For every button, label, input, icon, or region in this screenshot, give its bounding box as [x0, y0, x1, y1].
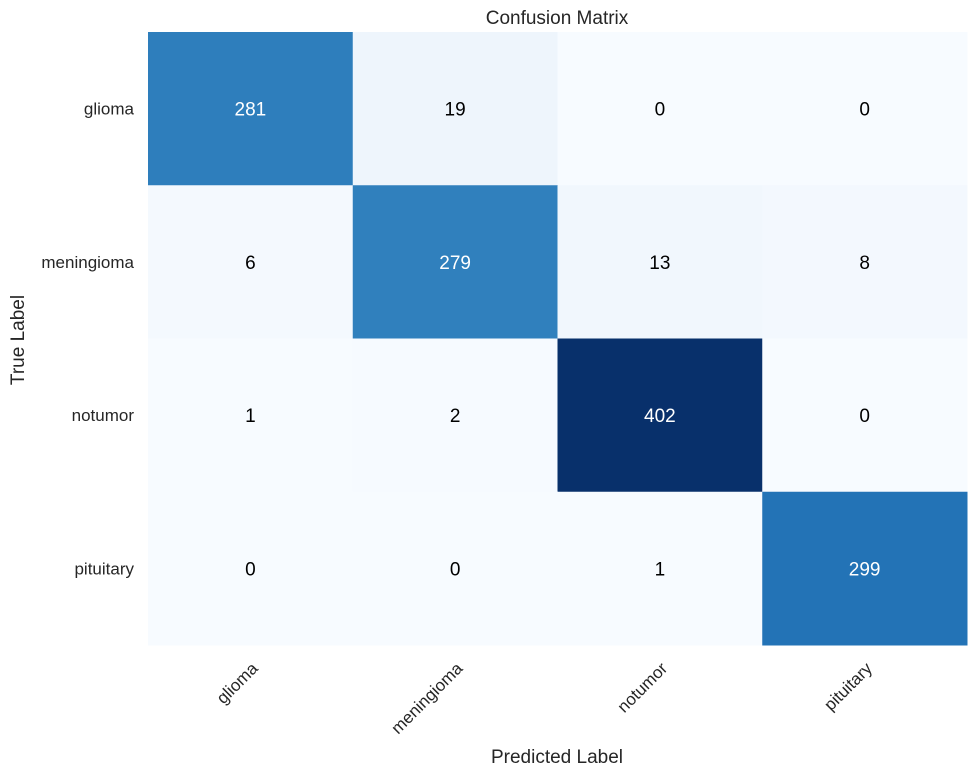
y-axis-title: True Label [8, 295, 29, 385]
heatmap-cell [557, 32, 763, 186]
heatmap-cell [557, 185, 763, 339]
heatmap-cell-value: 1 [245, 406, 256, 427]
heatmap-cell [557, 338, 763, 493]
x-tick-label: meningioma [388, 658, 467, 737]
heatmap-cell-value: 402 [644, 406, 676, 427]
heatmap-cell-labels: 281 19 0 0 6 279 13 8 1 2 402 0 0 0 1 299 [235, 100, 881, 581]
heatmap-cell-value: 8 [859, 253, 870, 274]
heatmap-cell-value: 2 [450, 406, 461, 427]
heatmap-cell [352, 338, 558, 493]
heatmap-cell [352, 32, 558, 186]
heatmap-cell [352, 491, 558, 646]
heatmap-cell [148, 491, 354, 646]
heatmap-cell-value: 299 [849, 559, 881, 580]
heatmap-cell-value: 6 [245, 253, 256, 274]
heatmap-cell [148, 338, 354, 493]
y-tick-label: pituitary [74, 559, 134, 578]
heatmap-cell [352, 185, 558, 339]
heatmap-cell [148, 185, 354, 339]
x-tick-label: pituitary [820, 659, 876, 715]
heatmap-cell-value: 1 [655, 559, 666, 580]
heatmap-cell [762, 32, 968, 186]
heatmap-cells [148, 32, 968, 646]
heatmap-cell-value: 19 [445, 100, 466, 121]
chart-title: Confusion Matrix [486, 8, 629, 29]
y-tick-label: meningioma [41, 253, 134, 272]
y-tick-label: notumor [72, 406, 135, 425]
heatmap-cell-value: 279 [439, 253, 471, 274]
y-axis-tick-labels: glioma meningioma notumor pituitary [41, 100, 134, 579]
heatmap-cell-value: 0 [859, 406, 870, 427]
heatmap-cell-value: 0 [859, 100, 870, 121]
y-tick-label: glioma [84, 100, 135, 119]
heatmap-cell [148, 32, 354, 186]
x-tick-label: notumor [614, 659, 672, 717]
x-axis-title: Predicted Label [491, 747, 623, 768]
heatmap-cell [762, 338, 968, 493]
heatmap-cell-value: 281 [235, 100, 267, 121]
heatmap-cell-value: 0 [450, 559, 461, 580]
heatmap-cell [557, 491, 763, 646]
x-axis-tick-labels: glioma meningioma notumor pituitary [213, 658, 876, 737]
heatmap-cell-value: 0 [245, 559, 256, 580]
heatmap-cell [762, 185, 968, 339]
heatmap-cell [762, 491, 968, 646]
x-tick-label: glioma [213, 659, 262, 708]
heatmap-cell-value: 13 [649, 253, 670, 274]
heatmap-cell-value: 0 [655, 100, 666, 121]
